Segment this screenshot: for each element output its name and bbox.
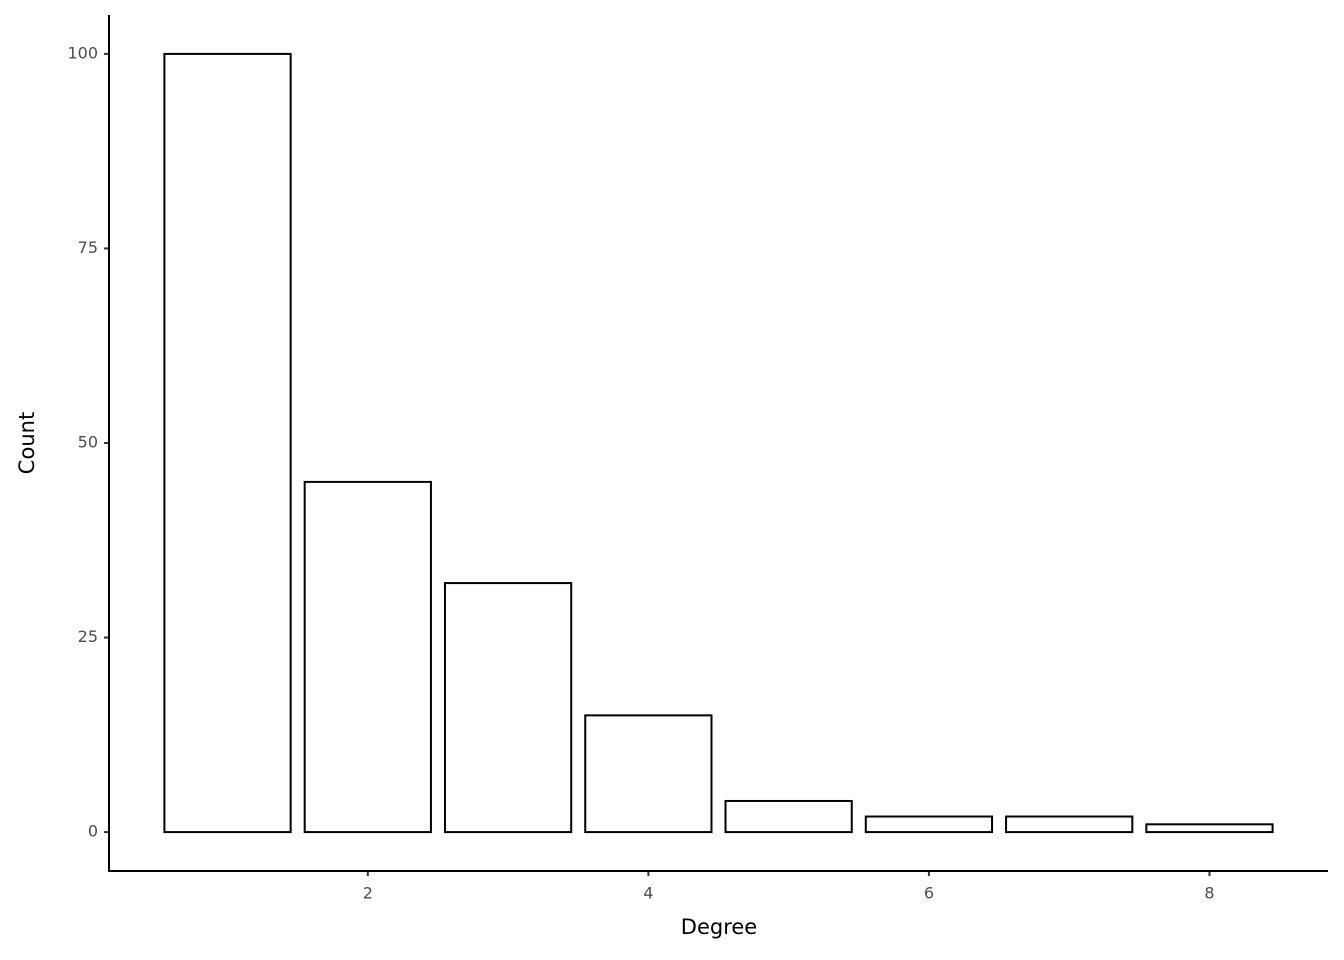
bar bbox=[1005, 815, 1134, 834]
bar bbox=[303, 480, 432, 834]
bar bbox=[163, 52, 292, 834]
y-tick-label: 50 bbox=[78, 433, 98, 452]
x-tick-label: 6 bbox=[924, 884, 934, 903]
y-tick-label: 100 bbox=[67, 43, 98, 62]
x-tick-label: 4 bbox=[643, 884, 653, 903]
y-tick-label: 0 bbox=[88, 822, 98, 841]
y-axis-title: Count bbox=[15, 412, 39, 474]
y-tick-label: 75 bbox=[78, 238, 98, 257]
y-tick-label: 25 bbox=[78, 627, 98, 646]
x-tick-label: 8 bbox=[1204, 884, 1214, 903]
bar bbox=[443, 582, 573, 834]
bar bbox=[724, 799, 853, 834]
bar bbox=[1145, 823, 1274, 834]
x-tick-label: 2 bbox=[363, 884, 373, 903]
bar bbox=[584, 714, 713, 834]
x-axis-title: Degree bbox=[681, 915, 757, 939]
bar bbox=[864, 815, 994, 834]
